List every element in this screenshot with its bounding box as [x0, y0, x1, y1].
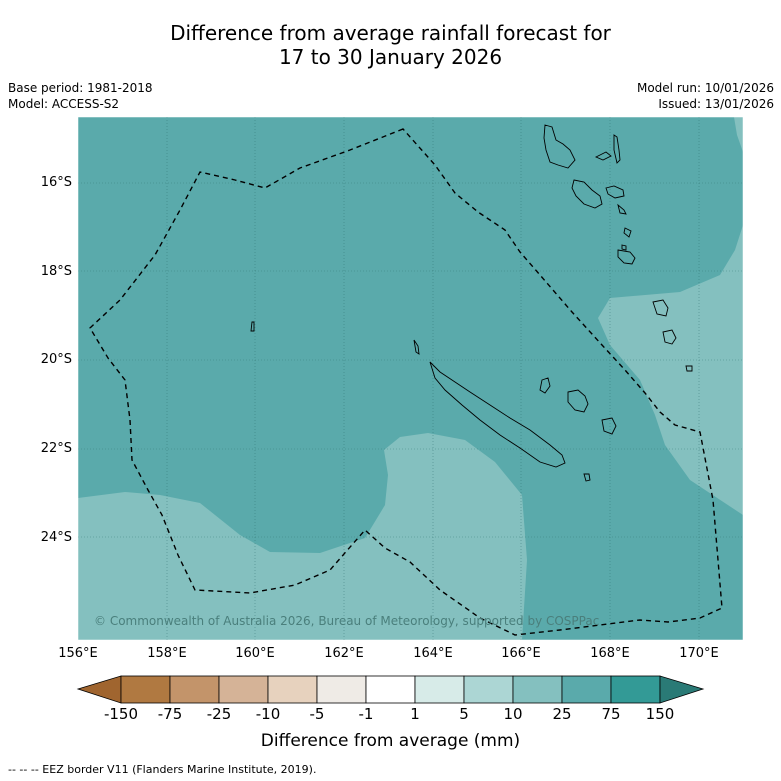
- region-5-10mm-southwest: [78, 433, 527, 640]
- efate-island: [617, 249, 636, 265]
- colorbar-tick-label: 10: [503, 705, 523, 723]
- colorbar-segment: [120, 675, 171, 704]
- eez-footnote: -- -- -- EEZ border V11 (Flanders Marine…: [8, 763, 317, 776]
- new-caledonia-island: [429, 361, 566, 468]
- colorbar-tick-label: -5: [309, 705, 325, 723]
- colorbar-segment: [267, 675, 318, 704]
- lifou-island: [567, 389, 589, 413]
- colorbar-segment: [218, 675, 269, 704]
- small-island-3: [621, 244, 627, 251]
- chart-title-line1: Difference from average rainfall forecas…: [170, 21, 611, 45]
- colorbar-tick-label: 5: [459, 705, 469, 723]
- tanna-island: [662, 329, 677, 345]
- base-period-label: Base period: 1981-2018: [8, 81, 153, 95]
- colorbar-tick-label: -75: [157, 705, 183, 723]
- belep-island: [413, 339, 420, 355]
- colorbar-segment: [561, 675, 612, 704]
- colorbar-tick-label: -25: [206, 705, 232, 723]
- lon-label-168e: 168°E: [590, 646, 630, 661]
- chart-title-line2: 17 to 30 January 2026: [278, 45, 503, 69]
- region-5-10mm-east: [598, 117, 743, 515]
- mare-island: [601, 417, 617, 435]
- erromango-island: [652, 299, 669, 317]
- maewo-island: [613, 134, 621, 164]
- colorbar-segment: [610, 675, 661, 704]
- lon-label-162e: 162°E: [324, 646, 364, 661]
- eez-border: [89, 128, 723, 636]
- model-label: Model: ACCESS-S2: [8, 97, 120, 111]
- colorbar-tick-label: 25: [552, 705, 572, 723]
- chesterfield-island: [250, 321, 255, 332]
- lon-label-158e: 158°E: [147, 646, 187, 661]
- colorbar-segment: [316, 675, 367, 704]
- colorbar: [76, 675, 705, 704]
- lon-label-156e: 156°E: [58, 646, 98, 661]
- map-frame: [77, 116, 744, 641]
- islands: [250, 124, 693, 482]
- colorbar-tick-label: -10: [255, 705, 281, 723]
- espiritu-santo-island: [543, 124, 576, 169]
- graticule: [78, 117, 743, 640]
- lon-label-170e: 170°E: [679, 646, 719, 661]
- colorbar-segment: [512, 675, 563, 704]
- pentecost-island: [605, 185, 625, 199]
- lon-label-160e: 160°E: [235, 646, 275, 661]
- copyright-notice: © Commonwealth of Australia 2026, Bureau…: [94, 614, 600, 628]
- isle-of-pines-island: [583, 473, 591, 482]
- colorbar-segment: [463, 675, 514, 704]
- colorbar-title: Difference from average (mm): [260, 731, 521, 751]
- map-area: [78, 117, 743, 640]
- lat-label-20s: 20°S: [40, 352, 72, 367]
- model-run-label: Model run: 10/01/2026: [636, 81, 774, 95]
- colorbar-tick-label: 75: [601, 705, 621, 723]
- colorbar-tick-label: -150: [103, 705, 139, 723]
- colorbar-tick-label: 150: [645, 705, 675, 723]
- colorbar-extend-high: [659, 675, 705, 704]
- aneityum-island: [685, 365, 693, 372]
- lat-label-16s: 16°S: [40, 175, 72, 190]
- colorbar-segment: [365, 675, 416, 704]
- lat-label-24s: 24°S: [40, 530, 72, 545]
- lat-label-22s: 22°S: [40, 441, 72, 456]
- small-island-2: [623, 227, 632, 238]
- ouvea-island: [539, 377, 551, 394]
- small-island-1: [617, 203, 627, 215]
- colorbar-segment: [414, 675, 465, 704]
- colorbar-extend-low: [76, 675, 122, 704]
- colorbar-tick-label: -1: [358, 705, 374, 723]
- issued-label: Issued: 13/01/2026: [658, 97, 774, 111]
- lon-label-166e: 166°E: [501, 646, 541, 661]
- lon-label-164e: 164°E: [413, 646, 453, 661]
- lat-label-18s: 18°S: [40, 264, 72, 279]
- malekula-island: [571, 179, 603, 209]
- colorbar-tick-label: 1: [410, 705, 420, 723]
- colorbar-segment: [169, 675, 220, 704]
- ambae-island: [594, 151, 612, 161]
